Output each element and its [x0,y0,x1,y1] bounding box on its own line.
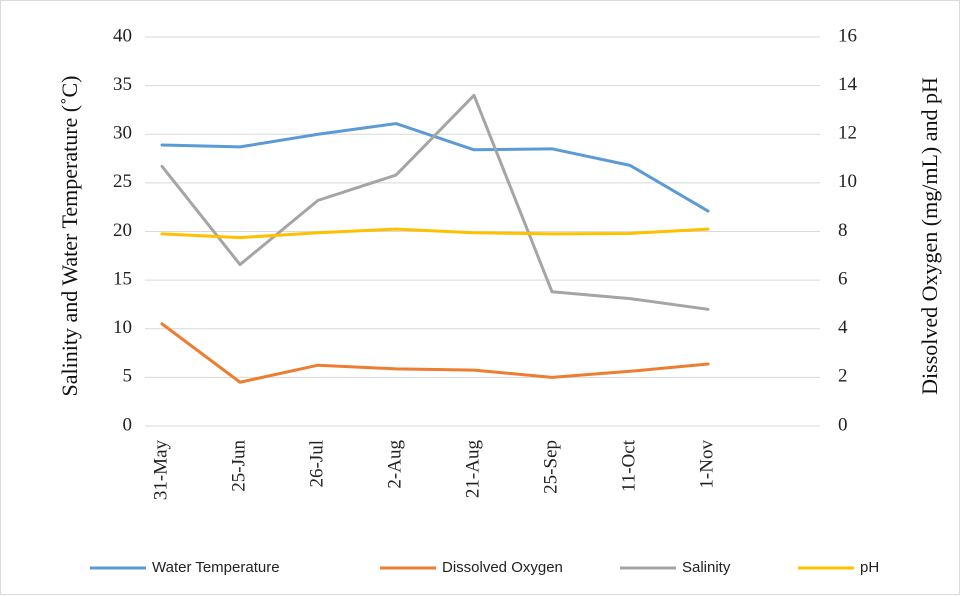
y2-tick-label: 6 [838,268,848,289]
y-tick-label: 10 [113,317,132,338]
y2-tick-label: 16 [838,25,857,46]
x-tick-label: 21-Aug [462,440,483,499]
y2-tick-label: 0 [838,414,848,435]
legend-label: Dissolved Oxygen [442,559,563,576]
x-tick-label: 11-Oct [618,439,639,492]
y-tick-label: 35 [113,74,132,95]
y-tick-label: 5 [123,366,133,387]
y2-tick-label: 10 [838,171,857,192]
x-tick-label: 2-Aug [384,440,405,489]
legend-label: pH [860,559,879,576]
y-tick-label: 40 [113,25,132,46]
y2-axis-title: Dissolved Oxygen (mg/mL) and pH [917,77,942,395]
y2-tick-label: 4 [838,317,848,338]
x-tick-label: 26-Jul [306,440,327,488]
y2-tick-label: 14 [838,74,858,95]
y-tick-label: 20 [113,220,132,241]
y2-tick-label: 12 [838,123,857,144]
y2-tick-label: 2 [838,366,848,387]
y-tick-label: 15 [113,268,132,289]
x-tick-label: 25-Sep [540,440,561,494]
y-tick-label: 30 [113,123,132,144]
x-tick-label: 31-May [150,440,171,501]
y2-tick-label: 8 [838,220,848,241]
legend-label: Salinity [682,559,731,576]
x-tick-label: 1-Nov [696,440,717,489]
x-tick-label: 25-Jun [228,440,249,492]
y-axis-title: Salinity and Water Temperature (˚C) [57,76,82,397]
y-tick-label: 0 [123,414,133,435]
legend-label: Water Temperature [152,559,280,576]
series-line [160,227,710,240]
series-line [160,93,710,311]
y-tick-label: 25 [113,171,132,192]
series-line [160,322,710,384]
